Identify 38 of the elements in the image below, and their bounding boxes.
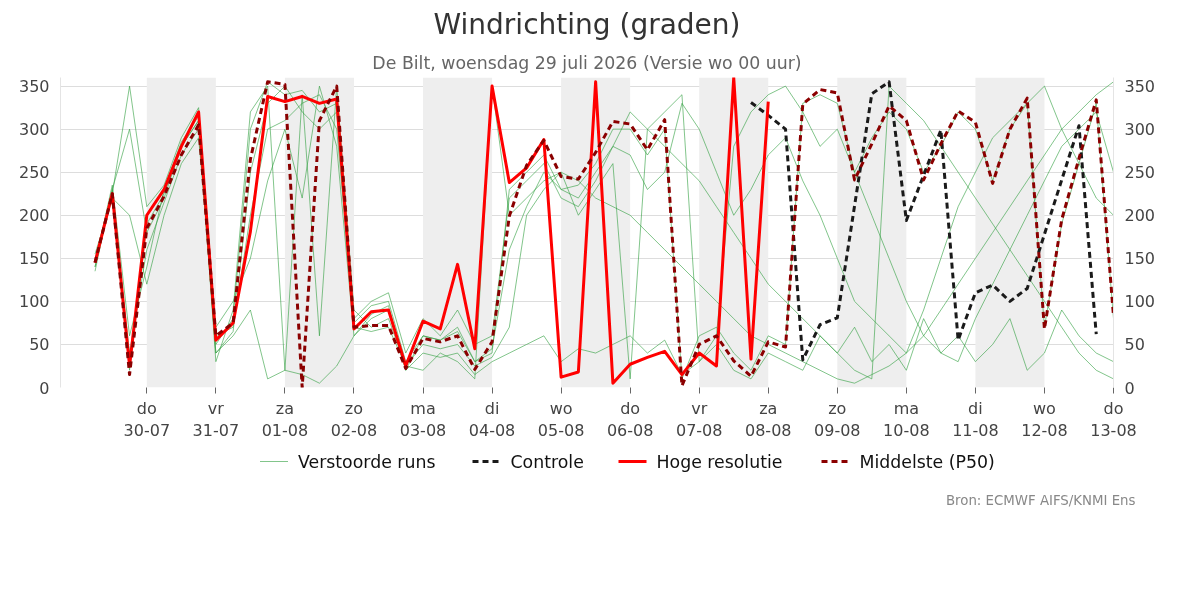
x-tick-label: za 01-08	[261, 398, 309, 441]
x-tick-label: wo 05-08	[537, 398, 585, 441]
y-tick-label: 300	[18, 120, 50, 140]
y-tick-label: 350	[18, 77, 50, 97]
x-tick-label: do 13-08	[1090, 398, 1137, 441]
x-tick-label: do 30-07	[123, 398, 171, 441]
x-tick-label: zo 02-08	[330, 398, 378, 441]
y-tick-label: 250	[18, 163, 50, 183]
chart-title: Windrichting (graden)	[433, 7, 741, 41]
x-tick-label: ma 10-08	[883, 398, 930, 441]
y-tick-label: 50	[29, 335, 50, 355]
y-tick-label: 150	[18, 249, 50, 269]
x-tick-label: za 08-08	[745, 398, 792, 441]
y2-tick-label: 350	[1124, 77, 1156, 97]
x-tick-label: zo 09-08	[814, 398, 861, 441]
y2-tick-label: 250	[1124, 163, 1156, 183]
x-tick-label: vr 31-07	[192, 398, 240, 441]
y2-tick-label: 100	[1124, 292, 1156, 312]
legend-label: Hoge resolutie	[656, 451, 783, 472]
x-tick-label: vr 07-08	[675, 398, 723, 441]
x-tick-label: wo 12-08	[1021, 398, 1068, 441]
legend-label: Middelste (P50)	[859, 451, 995, 472]
y2-tick-label: 300	[1124, 120, 1156, 140]
y-tick-label: 100	[18, 292, 50, 312]
y2-tick-label: 200	[1124, 206, 1156, 226]
x-tick-label: do 06-08	[606, 398, 654, 441]
legend-label: Verstoorde runs	[298, 451, 436, 472]
y-tick-label: 200	[18, 206, 50, 226]
legend-label: Controle	[510, 451, 584, 472]
y2-tick-label: 0	[1124, 378, 1135, 398]
y2-tick-label: 150	[1124, 249, 1156, 269]
x-tick-label: di 04-08	[468, 398, 516, 441]
x-tick-label: di 11-08	[952, 398, 999, 441]
chart-subtitle: De Bilt, woensdag 29 juli 2026 (Versie wo 00 uur)	[372, 52, 802, 73]
y2-tick-label: 50	[1124, 335, 1145, 355]
text: Bron: ECMWF AIFS/KNMI Ens	[945, 493, 1136, 508]
y-tick-label: 0	[39, 378, 50, 398]
x-tick-label: ma 03-08	[399, 398, 447, 441]
